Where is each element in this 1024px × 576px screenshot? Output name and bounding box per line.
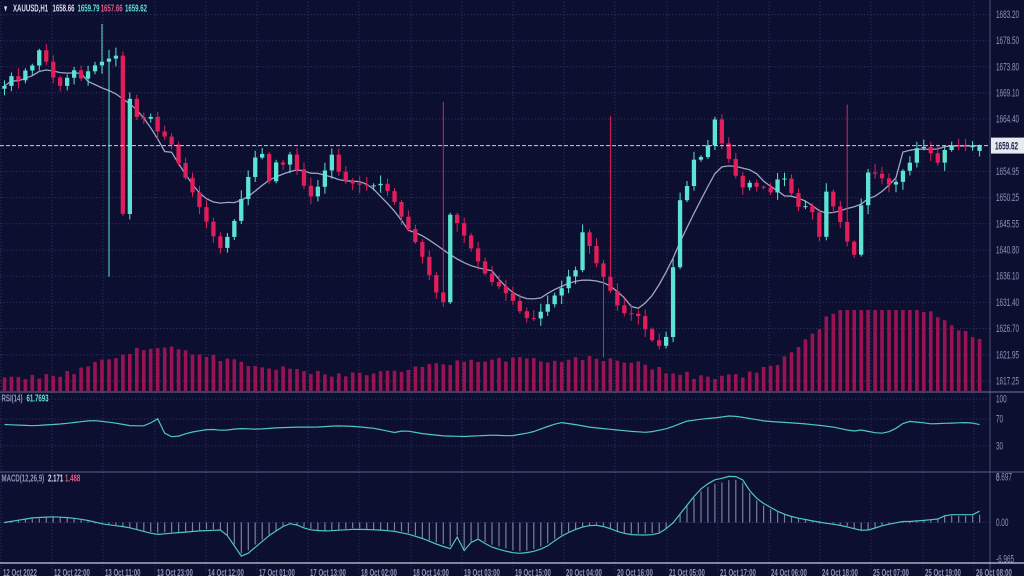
svg-text:24 Oct 06:00: 24 Oct 06:00 (771, 566, 807, 576)
svg-text:21 Oct 05:00: 21 Oct 05:00 (669, 566, 705, 576)
svg-text:13 Oct 23:00: 13 Oct 23:00 (157, 566, 193, 576)
svg-text:100: 100 (996, 393, 1007, 405)
svg-text:1636.10: 1636.10 (996, 270, 1019, 282)
svg-text:RSI(14): RSI(14) (2, 392, 23, 404)
svg-text:12 Oct 2022: 12 Oct 2022 (3, 566, 37, 576)
svg-text:61.7693: 61.7693 (27, 392, 49, 404)
svg-text:24 Oct 18:00: 24 Oct 18:00 (822, 566, 858, 576)
svg-text:25 Oct 19:00: 25 Oct 19:00 (925, 566, 961, 576)
svg-text:1678.50: 1678.50 (996, 34, 1019, 46)
svg-text:20 Oct 04:00: 20 Oct 04:00 (566, 566, 602, 576)
svg-text:18 Oct 14:00: 18 Oct 14:00 (413, 566, 449, 576)
svg-text:1654.95: 1654.95 (996, 165, 1019, 177)
svg-text:▼: ▼ (3, 3, 8, 14)
svg-text:70: 70 (996, 413, 1003, 425)
svg-text:1669.10: 1669.10 (996, 87, 1019, 99)
svg-text:XAUUSD,H1: XAUUSD,H1 (13, 2, 48, 14)
svg-text:20 Oct 16:00: 20 Oct 16:00 (617, 566, 653, 576)
svg-text:19 Oct 15:00: 19 Oct 15:00 (515, 566, 551, 576)
svg-text:18 Oct 02:00: 18 Oct 02:00 (361, 566, 397, 576)
svg-text:1657.66: 1657.66 (101, 2, 123, 14)
svg-text:1659.79: 1659.79 (77, 2, 99, 14)
svg-text:1683.20: 1683.20 (996, 8, 1019, 20)
svg-text:26 Oct 08:00: 26 Oct 08:00 (976, 566, 1012, 576)
svg-text:30: 30 (996, 440, 1003, 452)
svg-text:1673.80: 1673.80 (996, 61, 1019, 73)
svg-text:2.171: 2.171 (48, 472, 63, 484)
svg-text:14 Oct 12:00: 14 Oct 12:00 (208, 566, 244, 576)
svg-text:0: 0 (996, 471, 1000, 483)
svg-text:1.488: 1.488 (65, 472, 80, 484)
svg-text:17 Oct 01:00: 17 Oct 01:00 (259, 566, 295, 576)
svg-text:12 Oct 22:00: 12 Oct 22:00 (54, 566, 90, 576)
svg-text:1645.55: 1645.55 (996, 217, 1019, 229)
svg-text:0.00: 0.00 (996, 516, 1008, 528)
svg-text:1626.70: 1626.70 (996, 322, 1019, 334)
svg-text:25 Oct 07:00: 25 Oct 07:00 (873, 566, 909, 576)
svg-text:1650.25: 1650.25 (996, 191, 1019, 203)
svg-text:21 Oct 17:00: 21 Oct 17:00 (720, 566, 756, 576)
svg-text:1621.95: 1621.95 (996, 349, 1019, 361)
svg-text:1658.66: 1658.66 (53, 2, 75, 14)
svg-text:1664.40: 1664.40 (996, 113, 1019, 125)
svg-text:MACD(12,26,9): MACD(12,26,9) (2, 472, 45, 484)
svg-text:1640.80: 1640.80 (996, 244, 1019, 256)
svg-text:1617.25: 1617.25 (996, 375, 1019, 387)
svg-text:1659.62: 1659.62 (125, 2, 147, 14)
svg-text:13 Oct 11:00: 13 Oct 11:00 (105, 566, 141, 576)
svg-text:19 Oct 03:00: 19 Oct 03:00 (464, 566, 500, 576)
svg-text:1659.62: 1659.62 (995, 140, 1018, 152)
svg-text:1631.40: 1631.40 (996, 296, 1019, 308)
svg-text:17 Oct 13:00: 17 Oct 13:00 (310, 566, 346, 576)
